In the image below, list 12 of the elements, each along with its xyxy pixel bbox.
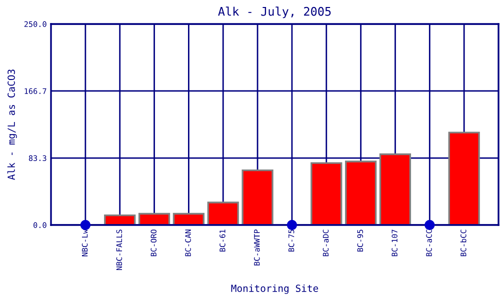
- bar: [379, 153, 412, 225]
- bar: [172, 212, 204, 225]
- bar: [138, 212, 170, 225]
- bar: [104, 214, 136, 225]
- y-axis-title: Alk - mg/L as CaCO3: [7, 70, 17, 180]
- bar: [345, 160, 377, 225]
- bar: [242, 169, 274, 225]
- x-axis-title: Monitoring Site: [231, 284, 318, 294]
- bar: [448, 132, 480, 225]
- bar: [207, 202, 239, 225]
- chart-title: Alk - July, 2005: [218, 6, 331, 18]
- bar: [310, 162, 342, 225]
